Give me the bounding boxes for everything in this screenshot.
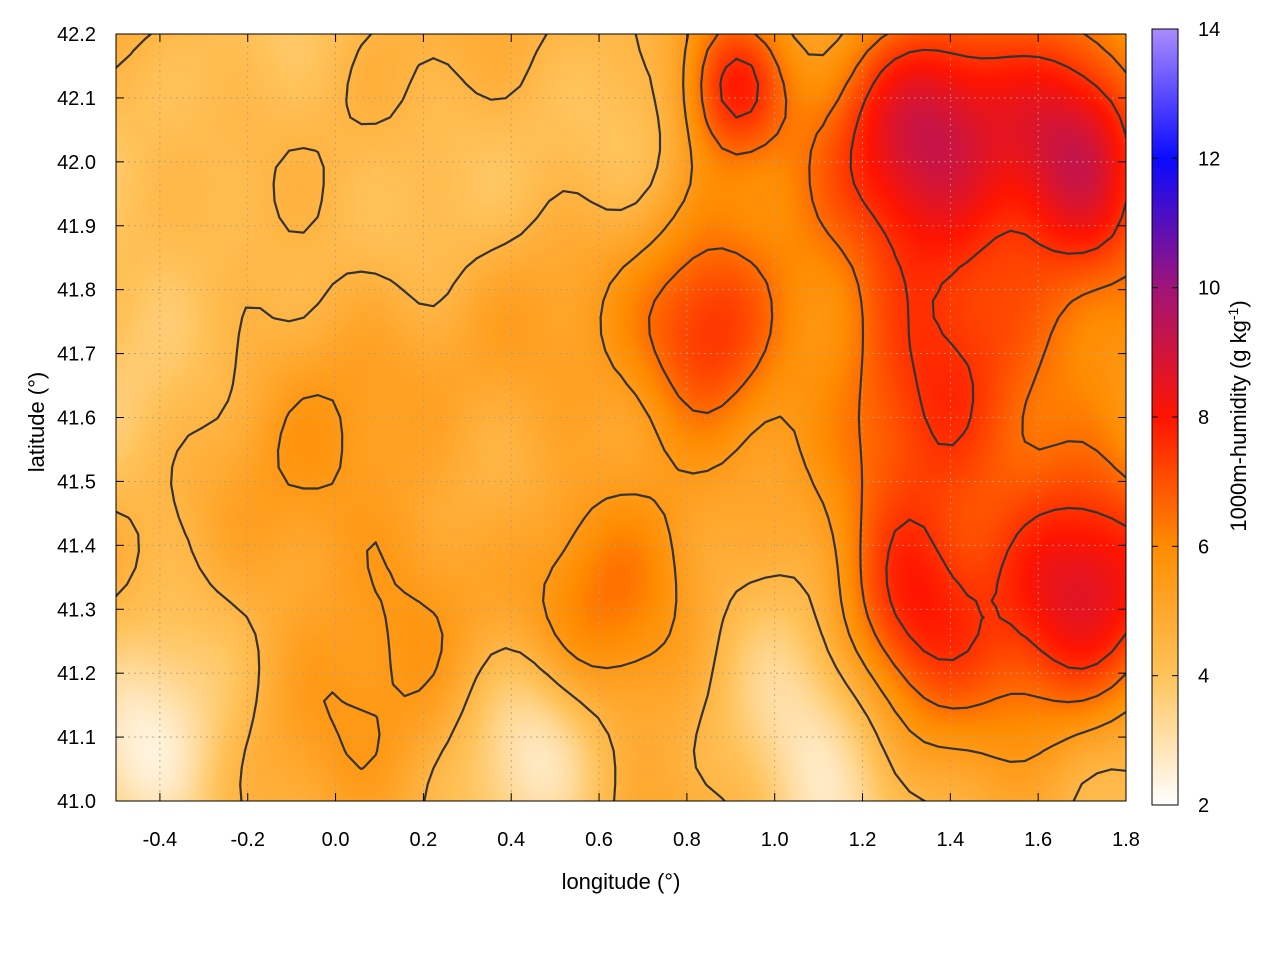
colorbar-tick-label: 10 [1198,278,1220,300]
y-tick-label: 41.3 [57,599,96,621]
contour-line [648,34,1126,710]
x-tick-label: 1.4 [936,829,964,851]
y-tick-label: 41.2 [57,663,96,685]
x-tick-label: -0.4 [143,829,177,851]
x-tick-label: 1.2 [849,829,877,851]
grid-lines [116,33,1127,802]
x-tick-label: 0.2 [409,829,437,851]
y-tick-label: 41.7 [57,344,96,366]
x-axis-label: longitude (°) [562,869,681,894]
colorbar-label-main: 1000m-humidity (g kg [1226,320,1251,532]
colorbar-ticks: 2 4 6 8 10 12 14 [1152,19,1220,817]
contour-line [719,48,1126,670]
y-axis-ticks: 41.0 41.1 41.2 41.3 41.4 41.5 41.6 41.7 41.8 41.9… [57,24,1126,813]
y-tick-label: 41.1 [57,727,96,749]
y-tick-label: 41.0 [57,791,96,813]
y-tick-label: 42.0 [57,152,96,174]
colorbar-tick-label: 8 [1198,407,1209,429]
x-tick-label: 0.6 [585,829,613,851]
colorbar-label-sup: -1 [1225,307,1241,320]
contour-lines [116,34,1126,801]
colorbar-tick-label: 2 [1198,795,1209,817]
x-tick-label: 0.8 [673,829,701,851]
colorbar-label: 1000m-humidity (g kg-1) [1225,300,1251,531]
x-tick-label: 0.0 [322,829,350,851]
x-tick-label: 1.6 [1024,829,1052,851]
x-tick-label: 0.4 [497,829,525,851]
y-tick-label: 42.2 [57,24,96,46]
colorbar-tick-label: 4 [1198,666,1209,688]
y-tick-label: 42.1 [57,88,96,110]
y-tick-label: 41.8 [57,280,96,302]
x-tick-label: 1.0 [761,829,789,851]
y-tick-label: 41.6 [57,408,96,430]
y-tick-label: 41.5 [57,471,96,493]
colorbar: 2 4 6 8 10 12 14 1000m-humidity (g kg-1) [1151,19,1251,817]
x-tick-label: 1.8 [1112,829,1140,851]
colorbar-tick-label: 6 [1198,536,1209,558]
y-axis-label: latitude (°) [24,372,49,473]
y-tick-label: 41.4 [57,535,96,557]
colorbar-tick-label: 14 [1198,19,1220,41]
x-tick-label: -0.2 [231,829,265,851]
colorbar-label-end: ) [1226,300,1251,307]
contour-line [116,34,1126,801]
x-axis-ticks: -0.4 -0.2 0.0 0.2 0.4 0.6 0.8 1.0 1.2 1.4 1.6 1.8 [143,34,1140,851]
contour-line [276,34,1126,771]
y-tick-label: 41.9 [57,216,96,238]
colorbar-tick-label: 12 [1198,148,1220,170]
